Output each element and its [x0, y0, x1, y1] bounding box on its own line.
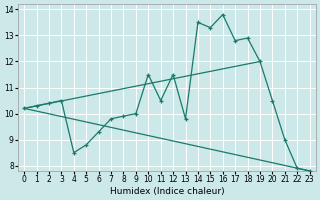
X-axis label: Humidex (Indice chaleur): Humidex (Indice chaleur)	[109, 187, 224, 196]
